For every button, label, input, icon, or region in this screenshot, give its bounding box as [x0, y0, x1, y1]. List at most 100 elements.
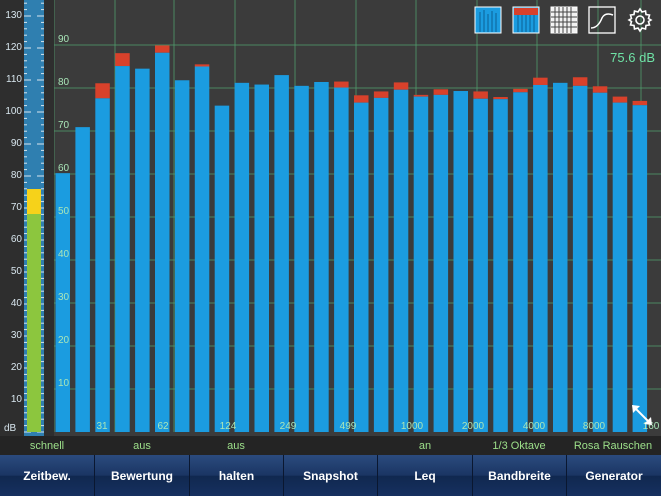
meter-level-bar	[27, 214, 41, 432]
time-weighting-button[interactable]: Zeitbew.	[0, 455, 95, 496]
spectrum-plot: 10 20 30 40 50 60 70 80 90 31 62 124 249 499 1000 2000 4…	[54, 0, 661, 436]
weighting-button[interactable]: Bewertung	[95, 455, 190, 496]
meter-unit-label: dB	[4, 423, 17, 434]
peak-bar	[513, 88, 528, 93]
level-bar	[254, 84, 269, 432]
meter-scale-label: 40	[10, 298, 22, 309]
y-tick-label: 20	[58, 335, 70, 346]
x-tick-label: 4000	[523, 421, 546, 432]
level-bar	[334, 87, 349, 432]
spectrum-chart: 10 20 30 40 50 60 70 80 90 31 62 124 249 499 1000 2000 4…	[54, 0, 661, 433]
level-bar	[572, 85, 588, 432]
y-tick-label: 40	[58, 249, 70, 260]
curve-graph-icon[interactable]	[588, 6, 616, 34]
peak-bar	[413, 94, 429, 97]
level-bar	[294, 85, 309, 432]
leq-button[interactable]: Leq	[378, 455, 473, 496]
hold-button[interactable]: halten	[190, 455, 284, 496]
level-bar	[194, 66, 210, 432]
level-bar	[174, 80, 190, 432]
meter-scale-label: 100	[5, 106, 22, 117]
gear-icon[interactable]	[626, 6, 654, 34]
level-bar	[155, 52, 170, 433]
peak-bar	[493, 97, 508, 100]
bandwidth-button[interactable]: Bandbreite	[473, 455, 567, 496]
x-tick-label: 2000	[462, 421, 485, 432]
x-tick-label: 499	[340, 421, 357, 432]
meter-scale-label: 90	[10, 138, 22, 149]
meter-scale-label: 20	[10, 362, 22, 373]
y-tick-label: 60	[58, 163, 70, 174]
level-bar	[314, 81, 329, 432]
peak-bar	[433, 89, 449, 95]
x-tick-label: 1000	[401, 421, 424, 432]
peak-bar	[612, 96, 628, 103]
snapshot-button[interactable]: Snapshot	[284, 455, 378, 496]
level-bar	[632, 105, 648, 432]
status-row: schnell aus aus an 1/3 Oktave Rosa Rausc…	[0, 436, 661, 455]
level-bar	[513, 92, 528, 433]
meter-scale-label: 80	[10, 170, 22, 181]
level-bar	[234, 82, 250, 432]
level-bar	[115, 66, 130, 432]
peak-bar	[354, 95, 369, 103]
meter-scale-label: 110	[6, 74, 22, 85]
meter-ticks	[24, 2, 44, 433]
status-generator: Rosa Rauschen	[573, 440, 653, 452]
level-bar	[612, 102, 628, 433]
peak-bar	[632, 100, 648, 106]
level-bar	[493, 99, 508, 433]
level-bar	[354, 102, 369, 433]
meter-scale-label: 30	[10, 330, 22, 341]
level-readout: 75.6 dB	[610, 50, 655, 65]
level-bar	[373, 97, 389, 432]
meter-scale-label: 50	[10, 266, 22, 277]
x-tick-label: 160	[643, 421, 660, 432]
level-bar	[95, 98, 110, 432]
meter-scale-label: 70	[10, 202, 22, 213]
bars-red-icon[interactable]	[512, 6, 540, 34]
x-tick-label: 124	[220, 421, 237, 432]
level-bar	[453, 91, 468, 432]
peak-bar	[115, 53, 130, 67]
y-tick-label: 30	[58, 292, 70, 303]
peak-bar	[373, 91, 389, 98]
status-leq: an	[418, 440, 432, 452]
y-tick-label: 10	[58, 378, 70, 389]
meter-peak-bar	[27, 188, 41, 215]
level-meter: 130 120 110 100 90 80 70 60 50 40 30 20 10 dB	[0, 0, 54, 436]
level-bar	[592, 92, 608, 432]
bars-blue-icon[interactable]	[474, 6, 502, 34]
level-bar	[433, 94, 449, 432]
peak-bar	[194, 64, 210, 67]
meter-scale-label: 130	[5, 10, 22, 21]
button-bar: Zeitbew. Bewertung halten Snapshot Leq B…	[0, 455, 661, 496]
meter-scale-label: 60	[10, 234, 22, 245]
y-tick-label: 50	[58, 206, 70, 217]
peak-bar	[572, 77, 588, 86]
status-hold: aus	[227, 440, 245, 452]
peak-bar	[473, 91, 488, 99]
meter-scale-label: 10	[10, 394, 22, 405]
y-tick-label: 90	[58, 34, 70, 45]
x-tick-label: 8000	[583, 421, 606, 432]
grid-table-icon[interactable]	[550, 6, 578, 34]
peak-bar	[334, 81, 349, 88]
level-bar	[533, 84, 548, 433]
expand-icon[interactable]	[629, 402, 655, 428]
level-bar	[413, 96, 429, 432]
level-bar	[553, 82, 568, 432]
status-bandwidth: 1/3 Oktave	[492, 440, 546, 452]
status-weighting-time: schnell	[29, 440, 65, 452]
y-tick-label: 70	[58, 120, 70, 131]
generator-button[interactable]: Generator	[567, 455, 661, 496]
peak-bar	[533, 77, 548, 85]
level-bar	[214, 105, 230, 432]
peak-bar	[95, 83, 110, 99]
x-tick-label: 31	[96, 421, 108, 432]
level-bar	[135, 68, 150, 433]
level-bar	[473, 98, 488, 432]
x-tick-label: 62	[157, 421, 169, 432]
y-tick-label: 80	[58, 77, 70, 88]
peak-bar	[155, 45, 170, 53]
